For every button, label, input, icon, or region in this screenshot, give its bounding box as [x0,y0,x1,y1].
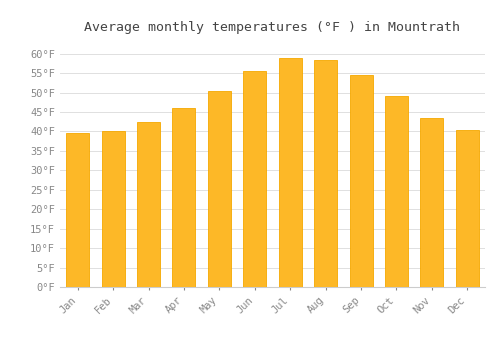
Bar [420,118,444,287]
Bar [66,133,89,287]
Bar [208,91,231,287]
Title: Average monthly temperatures (°F ) in Mountrath: Average monthly temperatures (°F ) in Mo… [84,21,460,34]
Bar [244,71,266,287]
Bar [385,97,408,287]
Bar [278,57,301,287]
Bar [350,75,372,287]
Bar [314,60,337,287]
Bar [102,132,124,287]
Bar [172,108,196,287]
Bar [456,130,479,287]
Bar [137,122,160,287]
